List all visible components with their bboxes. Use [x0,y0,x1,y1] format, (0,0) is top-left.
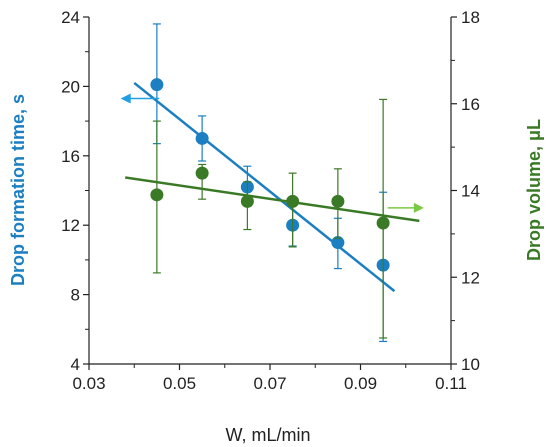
data-point-right [376,216,390,230]
y-right-tick-label: 12 [461,268,480,287]
y-left-tick-label: 20 [61,77,80,96]
data-point-right [240,194,254,208]
data-point-left [195,131,209,145]
data-point-right [195,166,209,180]
y-right-tick-label: 16 [461,95,480,114]
data-point-right [150,188,164,202]
arrow-head-left [120,93,131,104]
data-point-left [150,78,164,92]
x-axis-title: W, mL/min [225,425,310,445]
y-axis-title-left: Drop formation time, s [8,94,28,286]
series-layer [120,23,424,343]
ticks: 0.03 0.05 0.07 0.09 0.11 4 8 12 16 20 24 10 12 14 16 18 [61,8,480,393]
x-tick-label: 0.03 [72,374,105,393]
series-right [125,98,424,339]
y-right-tick-label: 10 [461,355,480,374]
data-point-right [286,194,300,208]
data-point-right [331,194,345,208]
trend-line-left [133,81,396,293]
y-left-tick-label: 4 [71,355,80,374]
y-left-tick-label: 12 [61,216,80,235]
data-point-left [331,236,345,250]
y-left-tick-label: 16 [61,147,80,166]
y-left-tick-label: 8 [71,286,80,305]
x-tick-label: 0.05 [163,374,196,393]
arrow-head-right [413,202,424,213]
y-left-tick-label: 24 [61,8,80,27]
y-right-tick-label: 18 [461,8,480,27]
x-tick-label: 0.09 [344,374,377,393]
x-tick-label: 0.07 [253,374,286,393]
x-tick-label: 0.11 [435,374,467,393]
trend-line-right [125,176,420,223]
y-axis-title-right: Drop volume, μL [524,119,544,261]
y-right-tick-label: 14 [461,182,480,201]
